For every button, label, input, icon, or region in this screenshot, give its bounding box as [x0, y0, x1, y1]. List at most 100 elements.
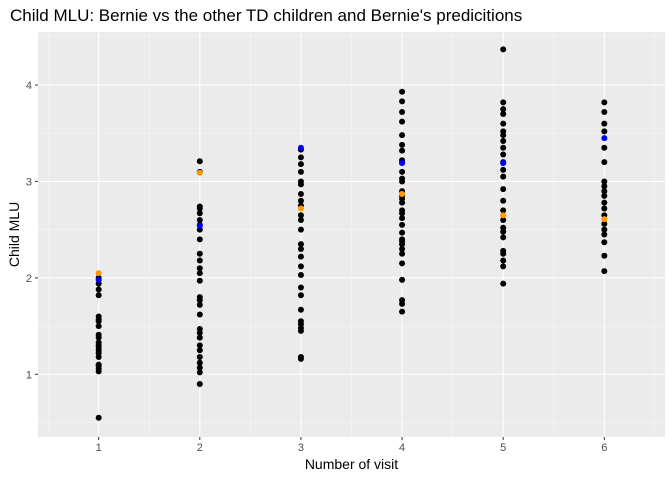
data-point-td-children — [500, 110, 507, 117]
data-point-td-children — [297, 226, 304, 233]
data-point-td-children — [500, 186, 507, 193]
data-point-td-children — [297, 306, 304, 313]
data-point-td-children — [399, 297, 406, 304]
data-point-td-children — [196, 342, 203, 349]
y-tick-label: 3 — [26, 176, 32, 188]
data-point-td-children — [297, 168, 304, 175]
x-tick-label: 6 — [601, 442, 607, 454]
data-point-td-children — [196, 294, 203, 301]
data-point-td-children — [399, 109, 406, 116]
y-tick-label: 2 — [26, 273, 32, 285]
data-point-td-children — [500, 224, 507, 231]
data-point-td-children — [601, 226, 608, 233]
data-point-td-children — [601, 109, 608, 116]
data-point-bernie — [399, 191, 406, 197]
data-point-td-children — [399, 236, 406, 243]
x-tick-label: 5 — [500, 442, 506, 454]
data-point-td-children — [196, 364, 203, 371]
data-point-td-children — [601, 239, 608, 246]
data-point-td-children — [297, 161, 304, 168]
data-point-td-children — [297, 217, 304, 224]
data-point-td-children — [500, 46, 507, 53]
data-point-td-children — [399, 250, 406, 257]
data-point-td-children — [297, 353, 304, 360]
data-point-td-children — [95, 292, 102, 299]
data-point-td-children — [196, 236, 203, 243]
data-point-td-children — [399, 175, 406, 182]
data-point-td-children — [500, 99, 507, 106]
data-point-td-children — [601, 188, 608, 195]
data-point-td-children — [500, 106, 507, 113]
data-point-td-children — [601, 183, 608, 190]
data-point-td-children — [95, 313, 102, 320]
data-point-td-children — [500, 263, 507, 270]
data-point-td-children — [196, 334, 203, 341]
data-point-td-children — [196, 347, 203, 354]
axis-ticks: 1 2 3 4 5 6 1 2 3 4 — [26, 80, 608, 454]
data-point-td-children — [399, 215, 406, 222]
x-tick-label: 3 — [298, 442, 304, 454]
data-point-bernie — [196, 169, 203, 176]
data-point-prediction — [196, 222, 203, 229]
data-point-td-children — [601, 268, 608, 275]
data-point-td-children — [500, 247, 507, 254]
data-point-td-children — [399, 221, 406, 228]
data-point-td-children — [601, 159, 608, 166]
data-point-td-children — [399, 276, 406, 283]
data-point-td-children — [601, 144, 608, 151]
data-point-td-children — [95, 331, 102, 338]
data-point-td-children — [297, 245, 304, 252]
data-point-td-children — [601, 178, 608, 185]
data-point-prediction — [399, 160, 406, 167]
data-point-bernie — [95, 270, 102, 277]
y-tick-label: 1 — [26, 369, 32, 381]
y-tick-label: 4 — [26, 80, 32, 92]
data-point-td-children — [399, 147, 406, 154]
data-point-td-children — [601, 231, 608, 238]
data-point-td-children — [196, 277, 203, 284]
data-point-td-children — [196, 250, 203, 257]
data-point-td-children — [95, 286, 102, 293]
data-point-td-children — [297, 197, 304, 204]
data-point-bernie — [297, 205, 304, 212]
data-point-td-children — [399, 260, 406, 267]
data-points — [95, 46, 608, 421]
data-point-td-children — [500, 120, 507, 127]
data-point-prediction — [601, 135, 608, 142]
data-point-td-children — [297, 212, 304, 219]
data-point-td-children — [297, 178, 304, 185]
data-point-td-children — [399, 168, 406, 175]
data-point-td-children — [601, 220, 608, 227]
data-point-td-children — [297, 263, 304, 270]
gridlines — [38, 32, 665, 437]
y-axis-title: Child MLU — [6, 202, 22, 267]
data-point-td-children — [196, 265, 203, 272]
data-point-td-children — [601, 252, 608, 259]
data-point-td-children — [601, 192, 608, 199]
x-tick-label: 2 — [197, 442, 203, 454]
data-point-td-children — [399, 245, 406, 252]
data-point-td-children — [500, 234, 507, 241]
data-point-td-children — [500, 217, 507, 224]
data-point-td-children — [399, 207, 406, 214]
data-point-td-children — [95, 339, 102, 346]
data-point-td-children — [500, 128, 507, 135]
data-point-td-children — [196, 359, 203, 366]
data-point-td-children — [297, 241, 304, 248]
data-point-td-children — [601, 199, 608, 206]
data-point-td-children — [196, 369, 203, 376]
data-point-prediction — [95, 276, 102, 283]
chart-title: Child MLU: Bernie vs the other TD childr… — [10, 6, 522, 25]
data-point-td-children — [601, 120, 608, 127]
data-point-td-children — [601, 99, 608, 106]
data-point-td-children — [196, 326, 203, 332]
data-point-td-children — [399, 98, 406, 105]
data-point-td-children — [500, 257, 507, 264]
x-tick-label: 1 — [96, 442, 102, 454]
data-point-td-children — [196, 270, 203, 277]
data-point-td-children — [500, 197, 507, 204]
data-point-td-children — [399, 229, 406, 236]
data-point-prediction — [297, 144, 304, 151]
data-point-td-children — [297, 284, 304, 291]
